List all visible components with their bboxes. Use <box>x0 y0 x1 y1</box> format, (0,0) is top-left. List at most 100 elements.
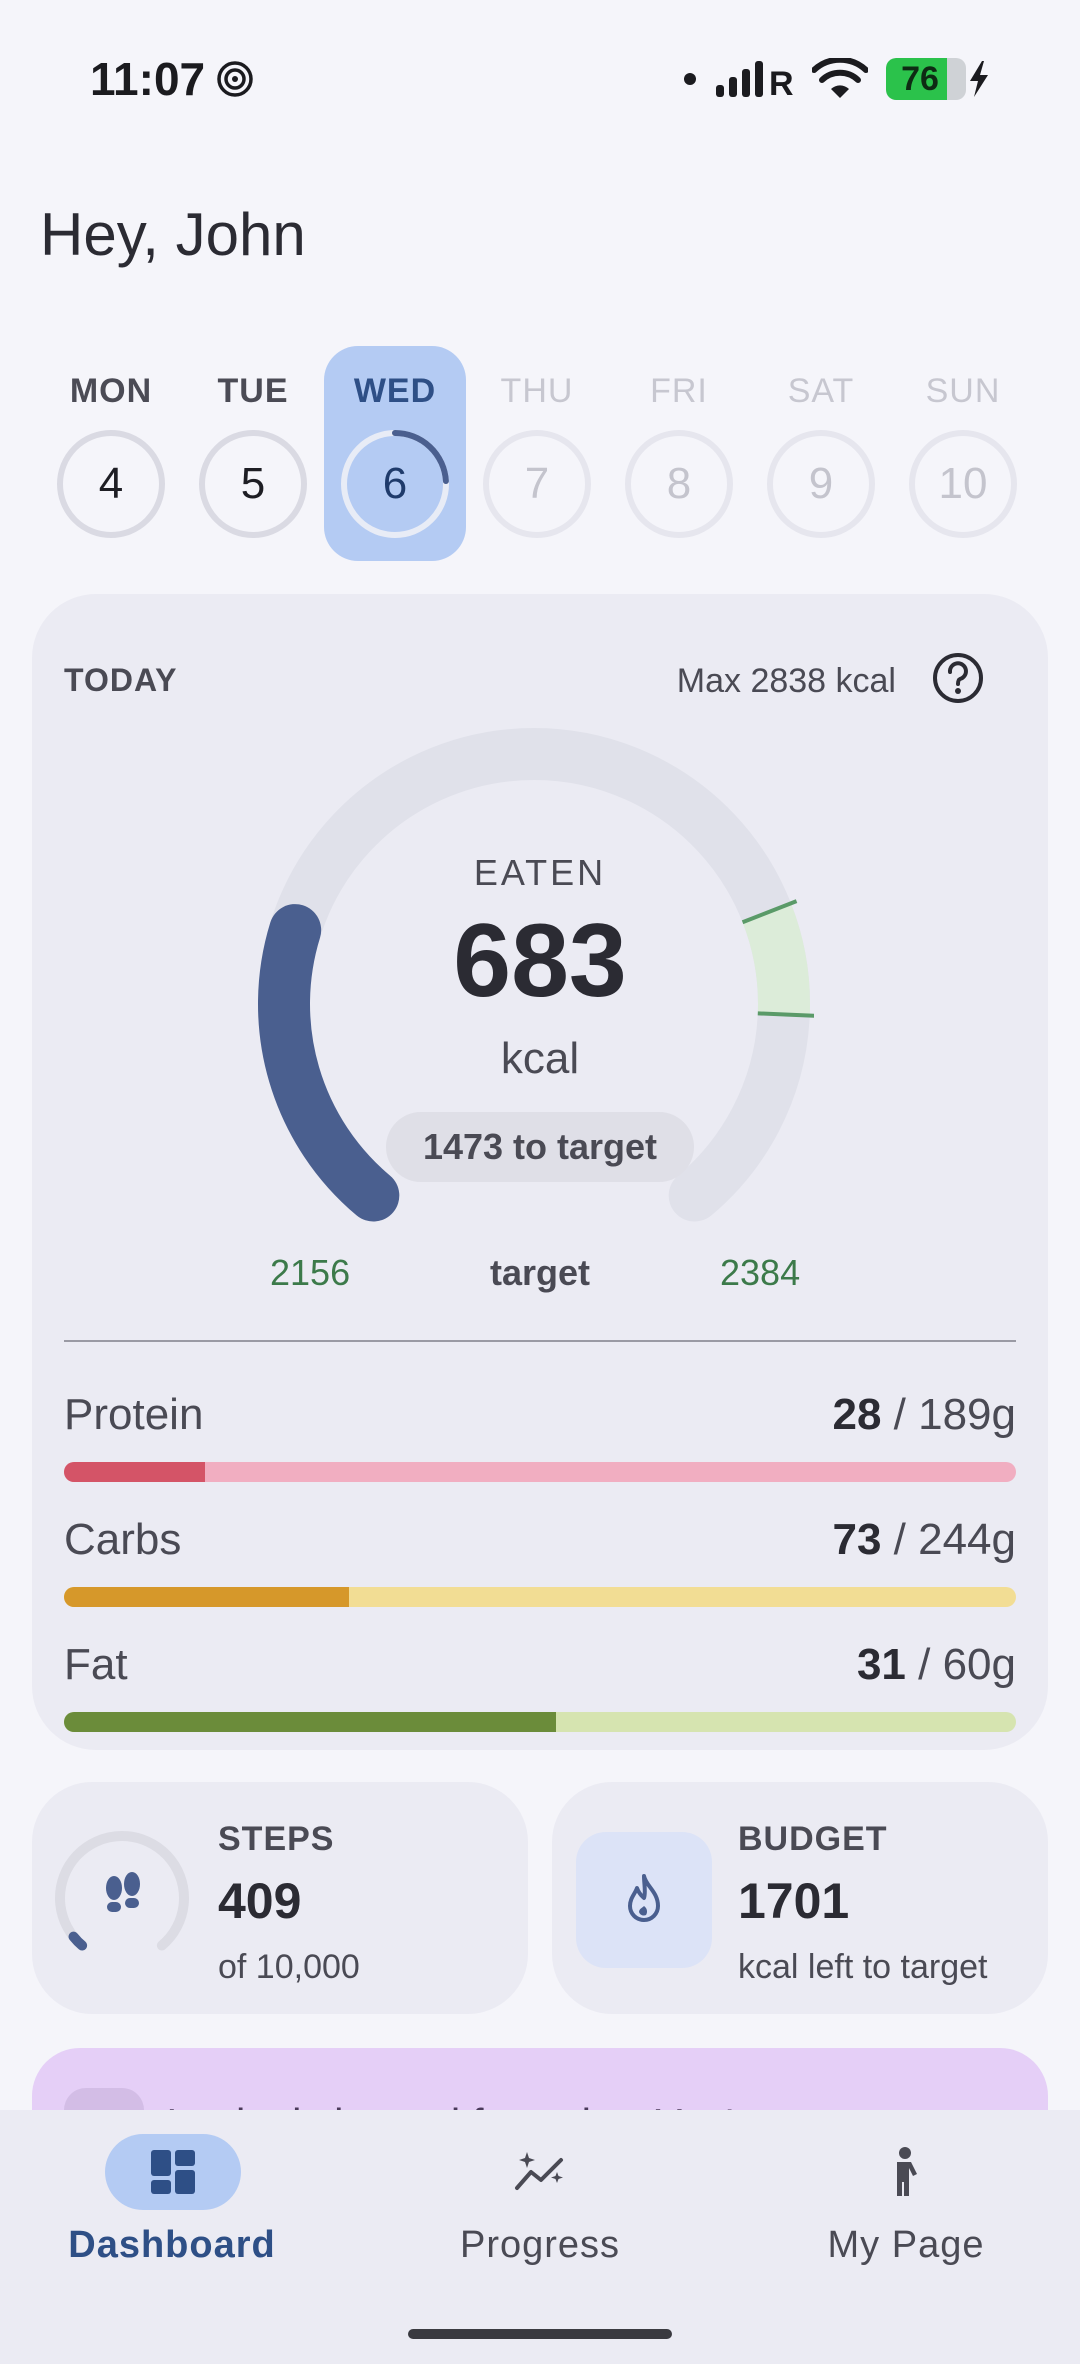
day-progress-ring <box>767 430 875 538</box>
greeting-title: Hey, John <box>40 201 306 268</box>
day-number: 7 <box>524 459 550 508</box>
macro-progress-track <box>64 1712 1016 1732</box>
nav-progress[interactable]: Progress <box>370 2134 710 2304</box>
week-selector: MON 4 TUE 5 WED 6 THU 7 FRI 8 SAT 9 SUN 10 <box>40 346 1040 561</box>
battery-indicator: 76 <box>886 58 992 100</box>
flame-icon <box>628 1874 660 1922</box>
macro-name: Protein <box>64 1390 204 1439</box>
macro-amount: 28 / 189g <box>832 1390 1016 1440</box>
macro-fat: Fat 31 / 60g <box>64 1640 1016 1750</box>
macro-total: / 189g <box>881 1390 1016 1439</box>
macro-amount: 73 / 244g <box>832 1515 1016 1565</box>
nav-my-page-pill <box>839 2134 975 2210</box>
divider <box>64 1340 1016 1342</box>
macro-amount: 31 / 60g <box>857 1640 1016 1690</box>
nav-dashboard-label: Dashboard <box>68 2224 276 2266</box>
day-label: WED <box>353 372 437 410</box>
macro-carbs: Carbs 73 / 244g <box>64 1515 1016 1625</box>
max-kcal-label: Max 2838 kcal <box>676 662 896 700</box>
macro-total: / 244g <box>881 1515 1016 1564</box>
to-target-badge: 1473 to target <box>386 1112 694 1182</box>
day-progress-arc <box>341 430 449 538</box>
target-range-low: 2156 <box>270 1252 351 1293</box>
gauge-target-low-marker <box>741 899 798 925</box>
today-calorie-card: TODAY Max 2838 kcal EATEN 683 kcal 1473 … <box>32 594 1048 1750</box>
battery-level: 76 <box>901 59 939 98</box>
day-label: SAT <box>787 372 855 410</box>
budget-card[interactable]: BUDGET 1701 kcal left to target <box>552 1782 1048 2014</box>
day-wed[interactable]: WED 6 <box>324 346 466 561</box>
steps-progress-ring <box>55 1831 189 1951</box>
day-thu[interactable]: THU 7 <box>466 346 608 561</box>
bottom-navigation: Dashboard Progress My Page <box>0 2110 1080 2364</box>
day-number: 10 <box>938 459 988 508</box>
spiral-notification-icon <box>217 61 253 97</box>
charging-bolt-icon <box>970 61 988 97</box>
day-mon[interactable]: MON 4 <box>40 346 182 561</box>
status-icons: R 76 <box>684 54 992 104</box>
dashboard-icon <box>151 2150 195 2194</box>
notification-dot-icon <box>684 73 696 85</box>
steps-goal: of 10,000 <box>218 1948 360 1986</box>
day-label: THU <box>500 372 574 410</box>
day-label: FRI <box>650 372 708 410</box>
macro-progress-fill <box>64 1587 349 1607</box>
day-progress-ring <box>341 430 449 538</box>
budget-sub: kcal left to target <box>738 1948 988 1986</box>
eaten-value: 683 <box>453 903 627 1019</box>
macro-name: Carbs <box>64 1515 182 1564</box>
gauge-target-zone <box>742 903 810 1016</box>
budget-value: 1701 <box>738 1873 850 1929</box>
target-range-high: 2384 <box>720 1252 801 1293</box>
macro-progress-fill <box>64 1462 205 1482</box>
macro-progress-track <box>64 1462 1016 1482</box>
day-tue[interactable]: TUE 5 <box>182 346 324 561</box>
day-number: 5 <box>240 459 266 508</box>
budget-icon-tile <box>576 1832 712 1968</box>
macro-total: / 60g <box>905 1640 1016 1689</box>
nav-progress-label: Progress <box>459 2224 621 2266</box>
macro-value: 28 <box>832 1390 882 1439</box>
day-number: 8 <box>666 459 692 508</box>
steps-value: 409 <box>218 1873 302 1929</box>
nav-my-page[interactable]: My Page <box>736 2134 1076 2304</box>
eaten-unit: kcal <box>500 1034 580 1083</box>
status-time: 11:07 <box>90 53 206 105</box>
day-sun[interactable]: SUN 10 <box>892 346 1034 561</box>
network-label: R <box>769 65 794 99</box>
wifi-icon <box>812 58 868 98</box>
day-number: 4 <box>98 459 124 508</box>
day-fri[interactable]: FRI 8 <box>608 346 750 561</box>
person-icon <box>897 2147 917 2196</box>
day-progress-ring <box>625 430 733 538</box>
target-range-label: target <box>489 1252 591 1293</box>
day-progress-ring <box>909 430 1017 538</box>
steps-card[interactable]: STEPS 409 of 10,000 <box>32 1782 528 2014</box>
nav-dashboard[interactable]: Dashboard <box>2 2134 342 2304</box>
gauge-eaten-arc <box>258 904 400 1222</box>
day-label: TUE <box>217 372 289 410</box>
footsteps-icon <box>106 1872 140 1912</box>
gauge-target-high-marker <box>757 1011 814 1018</box>
day-label: MON <box>69 372 153 410</box>
status-bar: 11:07 R 76 <box>0 0 1080 160</box>
cell-signal-icon: R <box>716 61 794 99</box>
nav-progress-pill <box>473 2134 609 2210</box>
macro-name: Fat <box>64 1640 128 1689</box>
macro-progress-track <box>64 1587 1016 1607</box>
macro-progress-fill <box>64 1712 557 1732</box>
day-progress-ring <box>483 430 591 538</box>
macro-value: 73 <box>832 1515 882 1564</box>
macro-value: 31 <box>856 1640 906 1689</box>
day-sat[interactable]: SAT 9 <box>750 346 892 561</box>
help-icon[interactable] <box>930 650 986 706</box>
home-indicator[interactable] <box>408 2329 672 2339</box>
progress-sparkle-icon <box>515 2152 563 2190</box>
day-progress-ring <box>57 430 165 538</box>
nav-my-page-label: My Page <box>827 2224 985 2266</box>
today-label: TODAY <box>64 662 178 698</box>
day-number: 6 <box>382 459 408 508</box>
day-number: 9 <box>808 459 834 508</box>
eaten-label: EATEN <box>473 852 607 893</box>
steps-title: STEPS <box>218 1820 335 1858</box>
